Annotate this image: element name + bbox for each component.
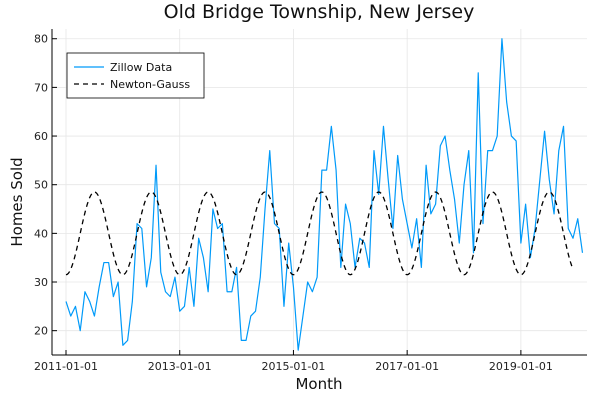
legend-box [66,52,205,99]
chart-title: Old Bridge Township, New Jersey [164,1,475,23]
ticks: 20 30 40 50 60 70 80 2011-01-01 2013-01-01 2015-0… [34,33,553,373]
x-tick-label: 2015-01-01 [261,360,325,373]
x-tick-label: 2013-01-01 [148,360,212,373]
x-tick-label: 2011-01-01 [34,360,98,373]
series-line-zillow-data [65,38,584,351]
y-tick-label: 30 [34,276,48,289]
y-tick-label: 70 [34,81,48,94]
series-line-newton-gauss [65,191,574,276]
y-tick-label: 80 [34,33,48,46]
x-tick-label: 2019-01-01 [489,360,553,373]
x-axis-label: Month [295,375,342,393]
y-axis-label: Homes Sold [8,157,26,246]
legend-label: Newton-Gauss [110,78,190,91]
y-tick-label: 40 [34,227,48,240]
legend-label: Zillow Data [110,61,172,74]
x-tick-label: 2017-01-01 [375,360,439,373]
y-tick-label: 50 [34,179,48,192]
series-layer [65,38,584,351]
legend: Zillow Data Newton-Gauss [66,52,205,99]
axes [51,29,587,356]
y-tick-label: 60 [34,130,48,143]
y-tick-label: 20 [34,325,48,338]
